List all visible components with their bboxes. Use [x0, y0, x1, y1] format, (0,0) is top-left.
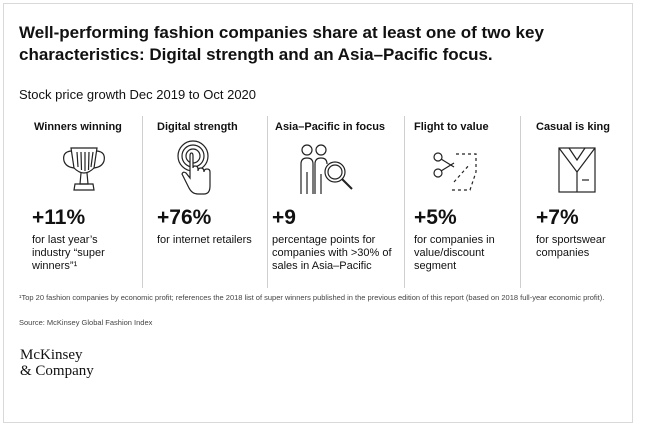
panel-description: for sportswear companies: [536, 234, 606, 259]
panel-label: Casual is king: [536, 121, 610, 133]
panel-value: +9: [272, 206, 296, 229]
trophy-icon: [59, 142, 109, 202]
panel-divider: [267, 116, 268, 288]
panel-description: for last year’s industry “super winners”…: [32, 234, 105, 272]
stat-panel: Digital strength +76% for internet retai…: [142, 116, 260, 288]
panel-value: +7%: [536, 206, 579, 229]
stat-panels: Winners winning +11% for last year’s ind…: [17, 116, 629, 288]
touch-hand-icon: [174, 140, 224, 202]
mckinsey-logo: McKinsey & Company: [20, 347, 94, 379]
people-magnifier-icon: [297, 142, 357, 202]
panel-description: for internet retailers: [157, 234, 252, 246]
panel-value: +11%: [32, 206, 86, 229]
stat-panel: Flight to value +5% for companies in val…: [404, 116, 520, 288]
panel-divider: [520, 116, 521, 288]
panel-label: Digital strength: [157, 121, 238, 133]
panel-value: +5%: [414, 206, 457, 229]
panel-divider: [404, 116, 405, 288]
chart-frame: [3, 3, 633, 423]
logo-line-2: & Company: [20, 363, 94, 379]
panel-label: Flight to value: [414, 121, 489, 133]
panel-value: +76%: [157, 206, 212, 229]
panel-label: Asia–Pacific in focus: [275, 121, 386, 133]
shirt-icon: [556, 142, 600, 202]
footnote: ¹Top 20 fashion companies by economic pr…: [19, 293, 605, 302]
chart-subtitle: Stock price growth Dec 2019 to Oct 2020: [19, 87, 257, 102]
panel-label: Winners winning: [34, 121, 122, 133]
scissors-coupon-icon: [432, 142, 488, 202]
source-note: Source: McKinsey Global Fashion Index: [19, 318, 153, 327]
stat-panel: Asia–Pacific in focus +9 percentage poin…: [267, 116, 404, 288]
panel-description: for companies in value/discount segment: [414, 234, 495, 272]
stat-panel: Casual is king +7% for sportswear compan…: [520, 116, 629, 288]
logo-line-1: McKinsey: [20, 347, 83, 363]
chart-title: Well-performing fashion companies share …: [19, 23, 544, 64]
panel-divider: [142, 116, 143, 288]
stat-panel: Winners winning +11% for last year’s ind…: [17, 116, 135, 288]
panel-description: percentage points for companies with >30…: [272, 234, 392, 272]
